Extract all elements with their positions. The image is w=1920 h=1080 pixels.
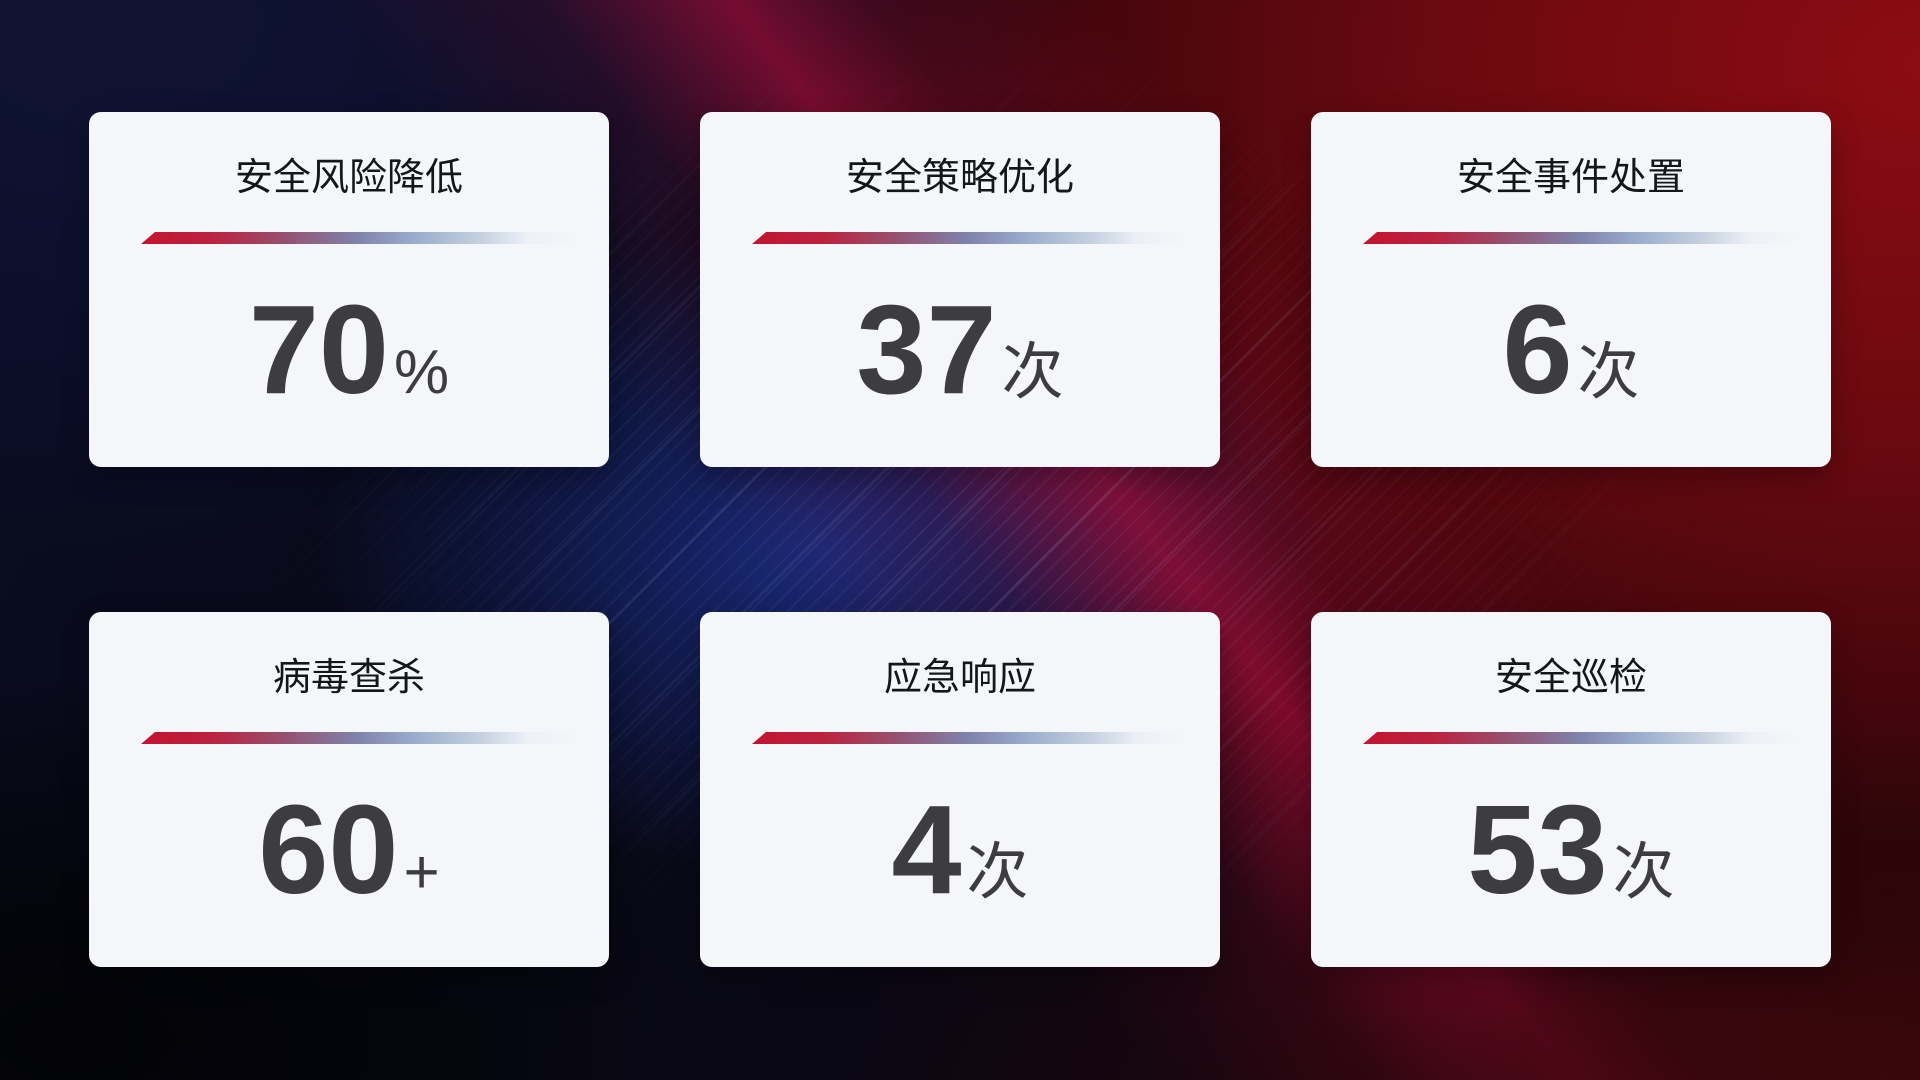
stat-number: 6 [1502,278,1573,420]
gradient-divider [752,732,1200,744]
stat-number: 70 [248,278,389,420]
gradient-divider [752,232,1200,244]
stat-unit: + [403,837,440,907]
stat-unit: 次 [1001,337,1064,407]
stat-value: 53 次 [1467,778,1675,920]
stat-value-area: 6 次 [1311,244,1831,467]
stat-unit: 次 [1612,837,1675,907]
stat-value-area: 53 次 [1311,744,1831,967]
stat-unit: % [394,337,450,407]
stat-card-title: 安全事件处置 [1456,157,1685,199]
stat-card-policy-optimization: 安全策略优化 37 次 [700,112,1220,467]
stat-card-risk-reduction: 安全风险降低 70 % [89,112,609,467]
stat-number: 37 [856,278,997,420]
stat-card-title: 安全巡检 [1494,657,1647,699]
stat-value-area: 37 次 [700,244,1220,467]
stat-value-area: 70 % [89,244,609,467]
gradient-divider [141,232,589,244]
stat-card-incident-handling: 安全事件处置 6 次 [1311,112,1831,467]
stat-value: 4 次 [891,778,1029,920]
stat-value: 60 + [258,778,440,920]
stat-card-title: 病毒查杀 [272,657,425,699]
gradient-divider [141,732,589,744]
stat-card-title: 安全策略优化 [845,157,1074,199]
stat-card-security-inspection: 安全巡检 53 次 [1311,612,1831,967]
stat-value: 6 次 [1502,278,1640,420]
stat-card-virus-scan: 病毒查杀 60 + [89,612,609,967]
stat-value-area: 4 次 [700,744,1220,967]
stat-number: 53 [1467,778,1608,920]
stat-number: 60 [258,778,399,920]
stat-value-area: 60 + [89,744,609,967]
gradient-divider [1363,232,1811,244]
stat-unit: 次 [1577,337,1640,407]
stat-card-title: 安全风险降低 [234,157,463,199]
stat-value: 70 % [248,278,450,420]
stat-number: 4 [891,778,962,920]
stat-card-title: 应急响应 [883,657,1036,699]
stat-card-emergency-response: 应急响应 4 次 [700,612,1220,967]
stat-value: 37 次 [856,278,1064,420]
stat-unit: 次 [966,837,1029,907]
gradient-divider [1363,732,1811,744]
